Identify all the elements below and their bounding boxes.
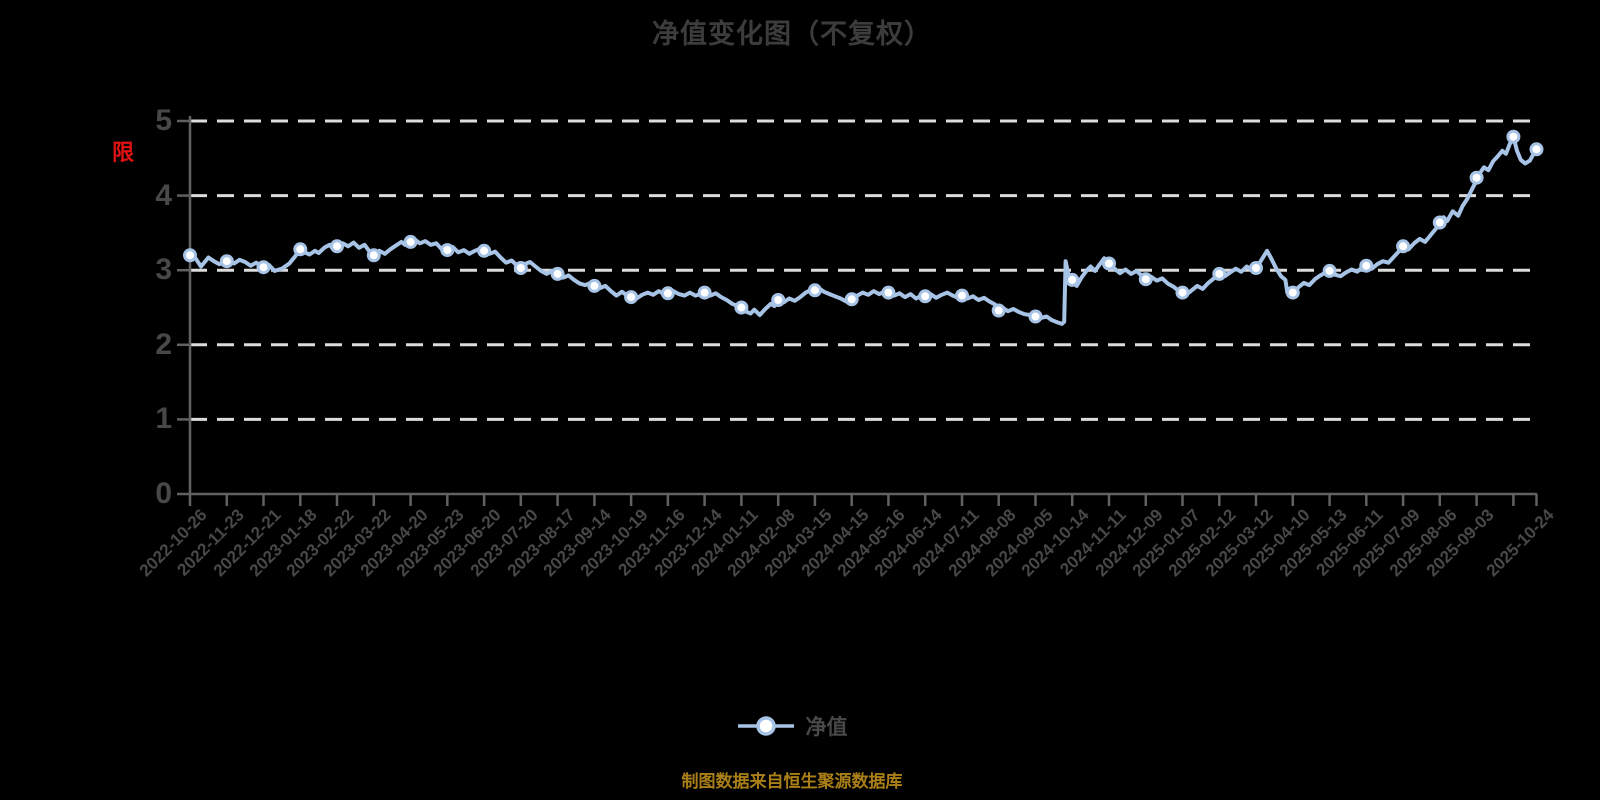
y-tick-label: 5 <box>155 104 172 137</box>
data-point-marker <box>293 242 308 257</box>
data-point-marker <box>991 303 1006 318</box>
restriction-watermark: 限 <box>112 140 135 165</box>
y-tick-label: 1 <box>155 402 172 436</box>
legend-marker-icon <box>737 716 794 736</box>
y-tick-label: 3 <box>155 253 172 287</box>
data-source-note: 制图数据来自恒生聚源数据库 <box>681 772 903 791</box>
data-point-marker <box>1469 170 1484 185</box>
data-point-marker <box>1529 142 1544 157</box>
data-point-marker <box>403 234 418 249</box>
data-point-marker <box>881 285 896 300</box>
data-point-marker <box>844 292 859 307</box>
data-point-marker <box>771 293 786 307</box>
data-point-marker <box>1212 266 1227 281</box>
data-point-marker <box>734 300 749 315</box>
data-point-marker <box>918 289 933 304</box>
data-point-marker <box>550 266 565 281</box>
data-point-marker <box>1506 129 1521 144</box>
y-tick-label: 0 <box>155 477 172 510</box>
data-point-marker <box>1065 272 1080 287</box>
data-point-marker <box>660 286 675 301</box>
data-point-marker <box>1249 261 1263 275</box>
y-tick-label: 4 <box>155 178 172 212</box>
data-point-marker <box>1028 309 1043 324</box>
data-point-marker <box>1396 239 1411 254</box>
data-point-marker <box>955 288 969 303</box>
data-point-marker <box>1359 258 1374 273</box>
data-point-marker <box>807 283 822 298</box>
data-point-marker <box>1285 285 1300 300</box>
data-point-marker <box>477 243 492 258</box>
data-point-marker <box>1138 272 1153 287</box>
data-point-marker <box>1102 256 1116 271</box>
data-point-marker <box>624 290 639 305</box>
page-title: 净值变化图（不复权） <box>652 19 932 49</box>
legend-label: 净值 <box>805 716 848 739</box>
legend: 净值 <box>0 711 1584 741</box>
data-point-marker <box>440 243 455 258</box>
data-point-marker <box>1175 285 1190 300</box>
data-point-marker <box>183 248 197 263</box>
data-point-marker <box>1432 215 1447 230</box>
data-point-marker <box>219 254 234 269</box>
y-tick-label: 2 <box>155 327 172 361</box>
data-point-marker <box>697 285 712 300</box>
data-point-marker <box>513 261 528 275</box>
net-value-line <box>188 134 1539 326</box>
data-point-marker <box>587 278 602 293</box>
data-point-marker <box>330 239 344 254</box>
data-point-marker <box>366 248 381 263</box>
data-point-marker <box>1322 263 1337 278</box>
data-point-marker <box>256 260 271 275</box>
